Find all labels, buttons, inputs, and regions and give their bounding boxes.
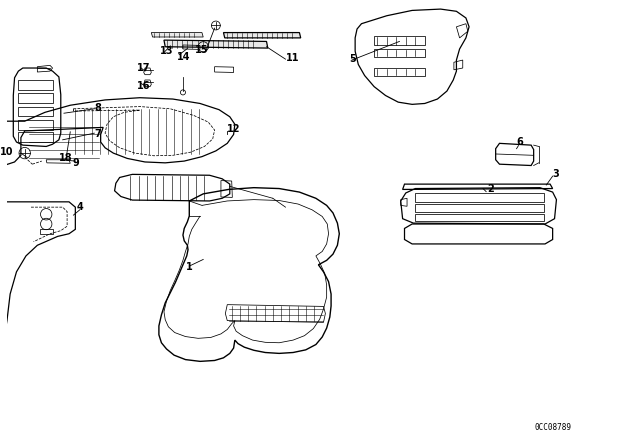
Text: 2: 2 — [487, 185, 493, 194]
Text: 6: 6 — [516, 137, 524, 147]
Text: 3: 3 — [553, 169, 559, 179]
Text: 13: 13 — [160, 46, 173, 56]
Text: 7: 7 — [94, 129, 101, 139]
Text: 0CC08789: 0CC08789 — [534, 423, 571, 432]
Text: 9: 9 — [73, 158, 79, 168]
Text: 10: 10 — [0, 147, 13, 157]
Text: 8: 8 — [94, 103, 101, 113]
Polygon shape — [164, 40, 268, 48]
Text: 1: 1 — [186, 263, 193, 272]
Text: 15: 15 — [195, 45, 208, 55]
Polygon shape — [223, 33, 301, 38]
Text: 11: 11 — [285, 53, 299, 63]
Text: 4: 4 — [77, 202, 83, 212]
Text: 16: 16 — [138, 81, 151, 91]
Text: 17: 17 — [138, 63, 151, 73]
Text: 18: 18 — [59, 153, 72, 164]
Text: 14: 14 — [177, 52, 190, 61]
Text: 5: 5 — [349, 54, 356, 64]
Text: 12: 12 — [227, 124, 241, 134]
Polygon shape — [151, 33, 204, 37]
